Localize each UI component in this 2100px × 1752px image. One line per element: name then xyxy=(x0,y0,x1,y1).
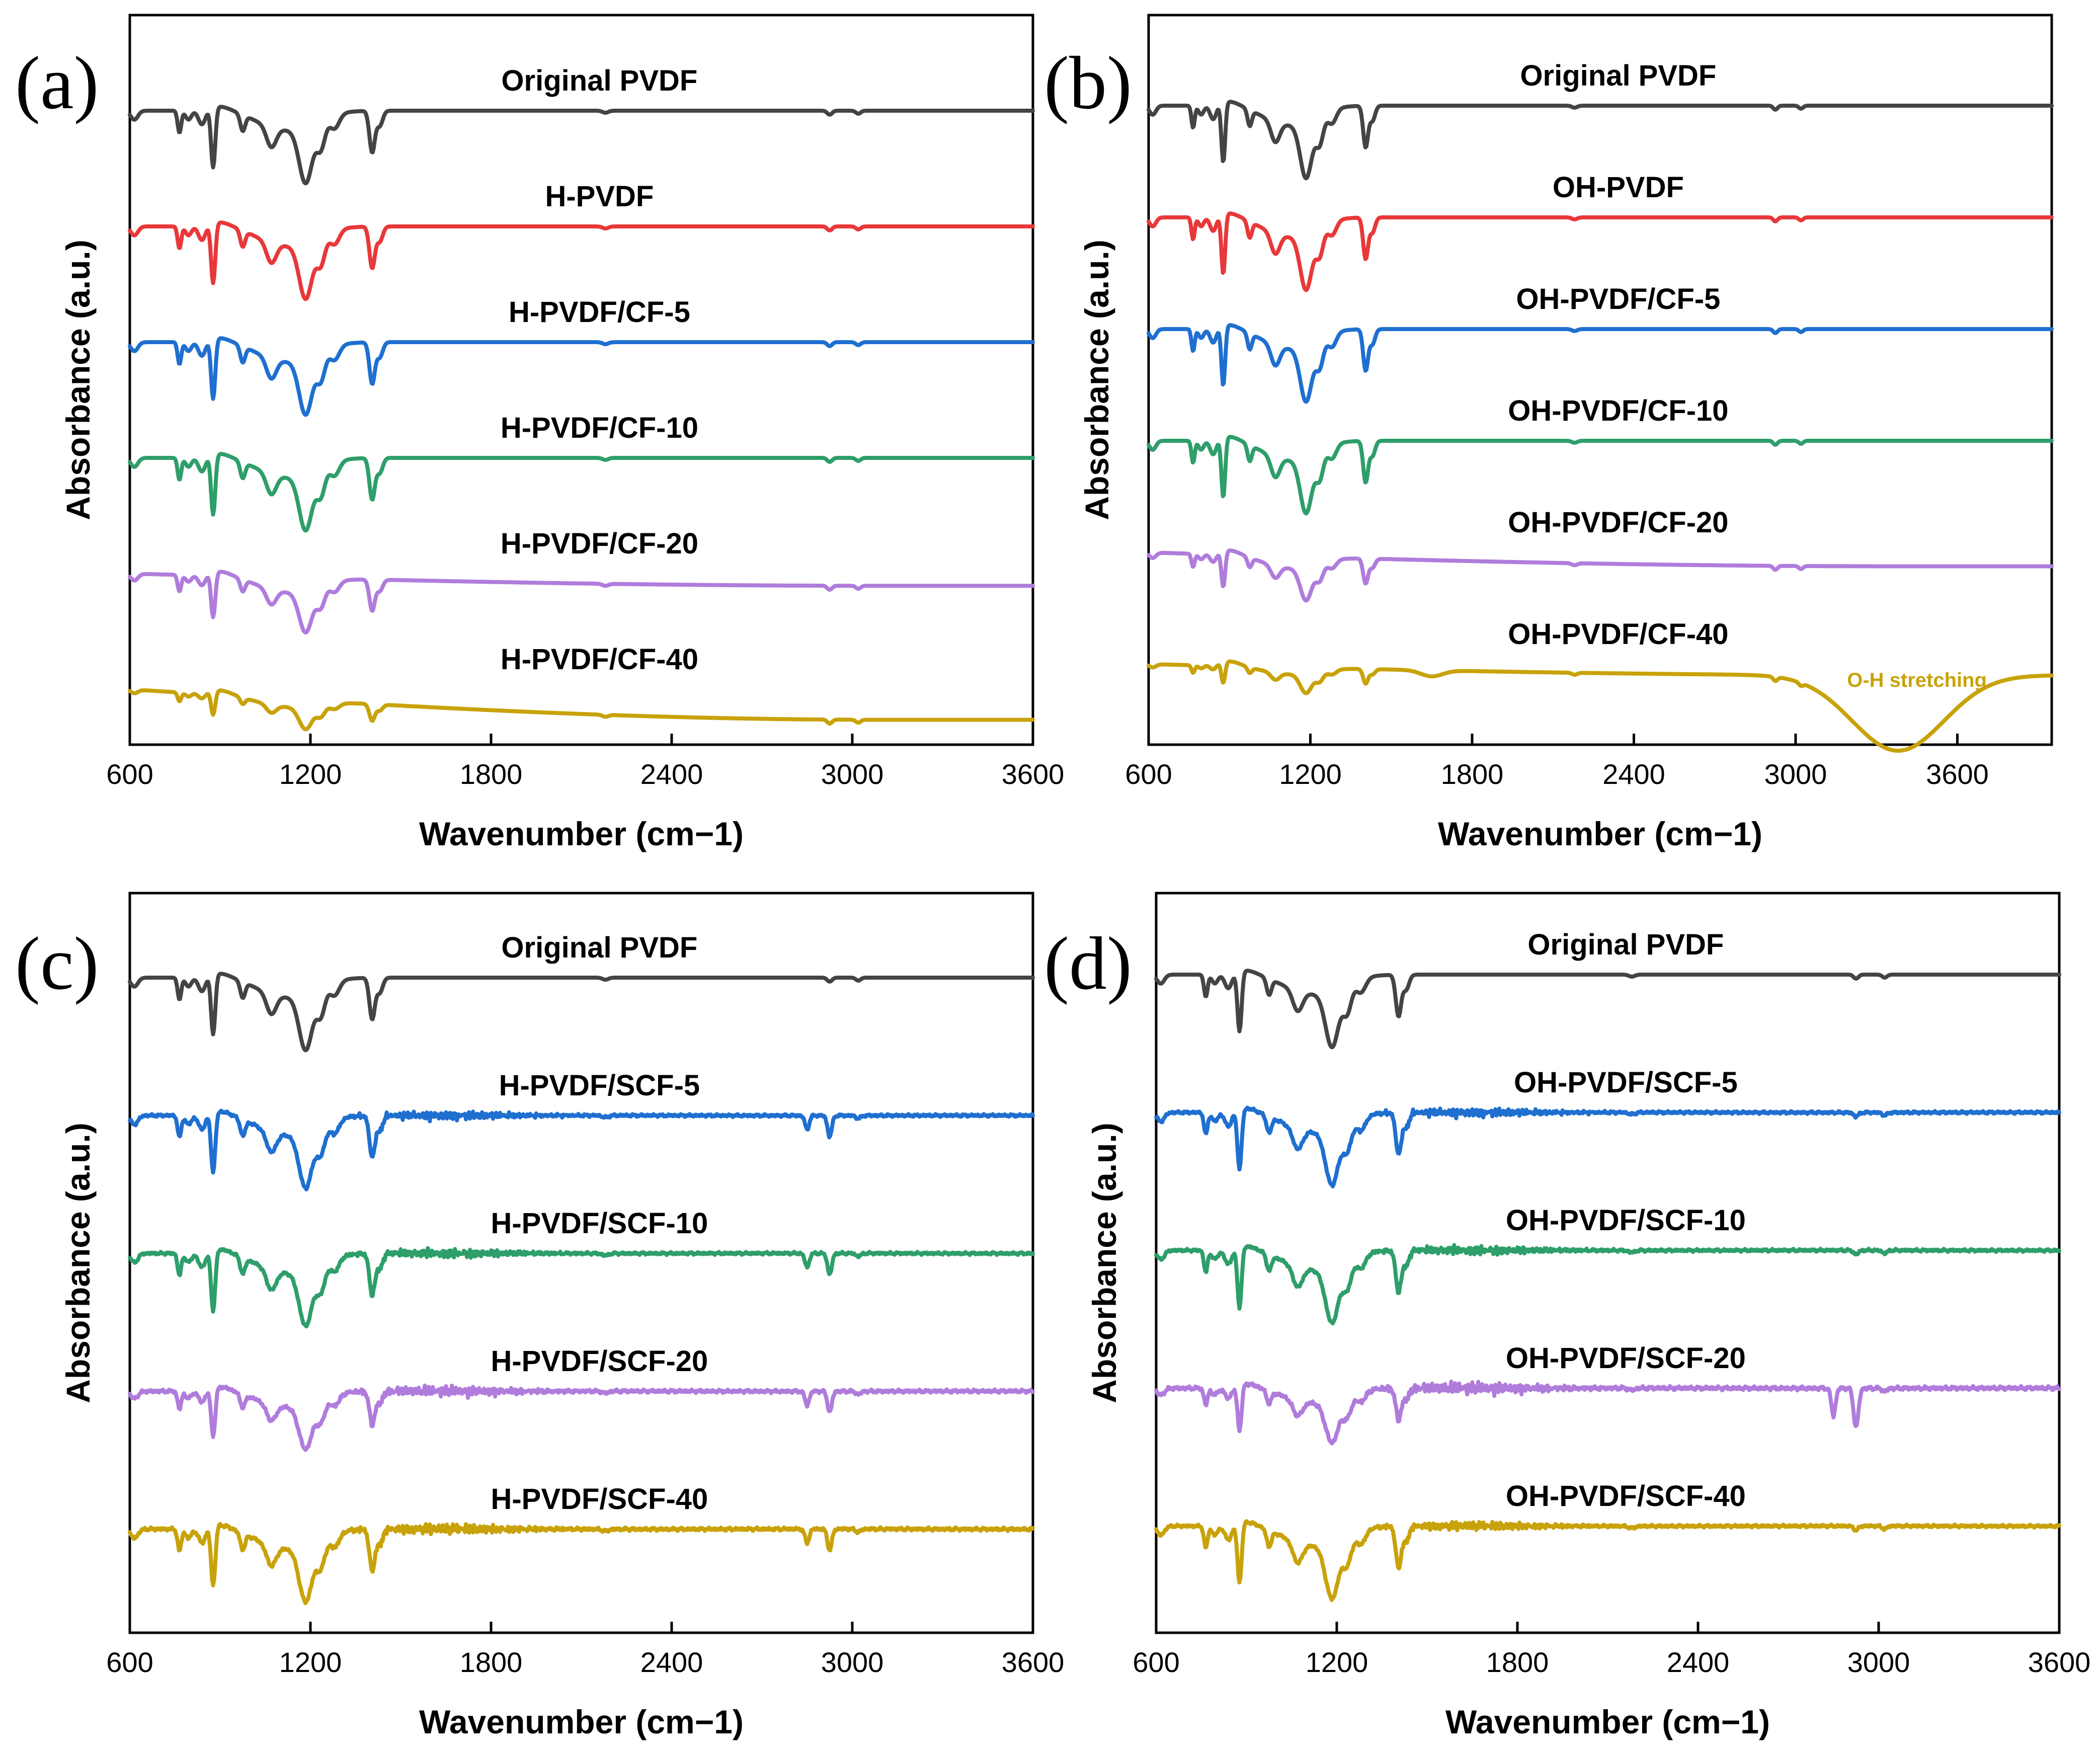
spectrum-line-oh-pvdf xyxy=(1147,211,2054,292)
series-label: OH-PVDF/CF-10 xyxy=(1508,394,1728,427)
panel-c: (c) 600 1200 1800 2400 3000 3600 Wavenumber (cm… xyxy=(15,892,1065,1740)
x-tick-label: 2400 xyxy=(1602,758,1665,790)
x-tick-label: 1200 xyxy=(279,1646,342,1678)
series-label: OH-PVDF/CF-20 xyxy=(1508,506,1728,539)
x-tick-label: 2400 xyxy=(1667,1646,1730,1678)
x-tick-label: 600 xyxy=(1125,758,1172,790)
spectrum-line-oh-pvdf-cf-10 xyxy=(1147,435,2054,516)
y-axis-title: Absorbance (a.u.) xyxy=(1086,1123,1123,1403)
x-tick-label: 1200 xyxy=(1279,758,1342,790)
x-tick-label: 3600 xyxy=(1002,758,1065,790)
spectrum-line-oh-pvdf-cf-5 xyxy=(1147,323,2054,404)
x-tick-label: 2400 xyxy=(640,1646,703,1678)
x-tick-label: 3600 xyxy=(1002,1646,1065,1678)
series-label: OH-PVDF/CF-40 xyxy=(1508,618,1728,651)
spectrum-line-oh-pvdf-cf-40 xyxy=(1147,659,2054,753)
series-label: OH-PVDF/CF-5 xyxy=(1516,283,1720,315)
panel-letter: (c) xyxy=(15,922,99,1005)
x-tick-label: 3600 xyxy=(2028,1646,2091,1678)
x-tick-label: 1200 xyxy=(279,758,342,790)
series-label: H-PVDF/CF-10 xyxy=(501,412,698,444)
x-tick-label: 1800 xyxy=(460,758,523,790)
panel-letter: (d) xyxy=(1044,922,1132,1005)
spectrum-line-oh-pvdf-scf-40 xyxy=(1154,1519,2061,1602)
series-label: Original PVDF xyxy=(501,64,697,97)
spectrum-line-h-pvdf-cf-20 xyxy=(128,570,1035,634)
panel-letter: (b) xyxy=(1044,41,1132,125)
series-label: H-PVDF/SCF-20 xyxy=(491,1345,708,1378)
plot-frame xyxy=(128,14,1034,746)
spectrum-line-h-pvdf-scf-10 xyxy=(128,1246,1035,1329)
spectrum-line-oh-pvdf-scf-10 xyxy=(1154,1243,2061,1326)
x-tick-label: 1800 xyxy=(460,1646,523,1678)
y-axis-title: Absorbance (a.u.) xyxy=(59,240,97,520)
series-label: H-PVDF/SCF-5 xyxy=(499,1069,700,1102)
x-tick-label: 600 xyxy=(1133,1646,1179,1678)
panel-d: (d) 600 1200 1800 2400 3000 3600 Wavenumber (cm… xyxy=(1044,892,2091,1740)
series-label: OH-PVDF/SCF-10 xyxy=(1506,1204,1746,1237)
spectrum-line-h-pvdf-scf-20 xyxy=(128,1383,1035,1452)
x-axis-title: Wavenumber (cm−1) xyxy=(419,815,744,852)
spectrum-line-original-pvdf xyxy=(128,972,1035,1053)
x-tick-label: 2400 xyxy=(640,758,703,790)
spectrum-line-h-pvdf-cf-10 xyxy=(128,452,1035,533)
spectrum-line-oh-pvdf-scf-5 xyxy=(1154,1105,2061,1188)
spectrum-line-h-pvdf-scf-40 xyxy=(128,1522,1035,1606)
spectrum-line-h-pvdf xyxy=(128,220,1035,301)
x-axis-title: Wavenumber (cm−1) xyxy=(1438,815,1762,852)
spectrum-line-h-pvdf-cf-40 xyxy=(128,688,1035,732)
panel-letter: (a) xyxy=(15,41,99,125)
series-label: OH-PVDF/SCF-40 xyxy=(1506,1480,1746,1512)
series-label: H-PVDF xyxy=(545,180,654,213)
series-label: H-PVDF/CF-40 xyxy=(501,643,698,676)
spectrum-line-h-pvdf-cf-5 xyxy=(128,336,1035,417)
series-label: H-PVDF/SCF-10 xyxy=(491,1207,708,1240)
spectrum-line-original-pvdf xyxy=(1154,969,2061,1050)
spectrum-line-original-pvdf xyxy=(128,105,1035,186)
spectrum-line-oh-pvdf-scf-20 xyxy=(1154,1379,2061,1446)
y-axis-title: Absorbance (a.u.) xyxy=(1078,240,1115,520)
series-label: OH-PVDF/SCF-5 xyxy=(1514,1066,1738,1099)
x-tick-label: 1800 xyxy=(1486,1646,1549,1678)
x-tick-label: 3000 xyxy=(821,758,884,790)
x-tick-label: 1800 xyxy=(1441,758,1504,790)
series-label: H-PVDF/CF-20 xyxy=(501,527,698,560)
plot-frame xyxy=(128,892,1034,1634)
x-axis-title: Wavenumber (cm−1) xyxy=(1445,1703,1770,1740)
series-label: OH-PVDF xyxy=(1553,171,1684,204)
spectrum-line-original-pvdf xyxy=(1147,100,2054,181)
series-label: Original PVDF xyxy=(501,931,697,964)
series-label: OH-PVDF/SCF-20 xyxy=(1506,1342,1746,1375)
x-tick-label: 3000 xyxy=(821,1646,884,1678)
series-label: Original PVDF xyxy=(1527,928,1724,961)
series-label: H-PVDF/CF-5 xyxy=(509,296,690,329)
plot-frame xyxy=(1147,14,2053,746)
panel-b: (b) 600 1200 1800 2400 3000 3600 Wavenumber (cm… xyxy=(1044,14,2054,852)
y-axis-title: Absorbance (a.u.) xyxy=(59,1123,97,1403)
x-tick-label: 600 xyxy=(106,758,153,790)
panel-a: (a) 600 1200 1800 2400 3000 3600 Wavenumber (cm… xyxy=(15,14,1065,852)
oh-stretching-annotation: O-H stretching xyxy=(1847,669,1987,691)
spectrum-line-h-pvdf-scf-5 xyxy=(128,1108,1035,1191)
x-tick-label: 3000 xyxy=(1847,1646,1910,1678)
x-tick-label: 1200 xyxy=(1306,1646,1368,1678)
series-label: H-PVDF/SCF-40 xyxy=(491,1483,708,1516)
series-label: Original PVDF xyxy=(1520,59,1716,92)
x-tick-label: 3600 xyxy=(1926,758,1989,790)
x-axis-title: Wavenumber (cm−1) xyxy=(419,1703,744,1740)
spectrum-line-oh-pvdf-cf-20 xyxy=(1147,548,2054,603)
x-tick-label: 3000 xyxy=(1764,758,1827,790)
x-tick-label: 600 xyxy=(106,1646,153,1678)
plot-frame xyxy=(1155,892,2061,1634)
